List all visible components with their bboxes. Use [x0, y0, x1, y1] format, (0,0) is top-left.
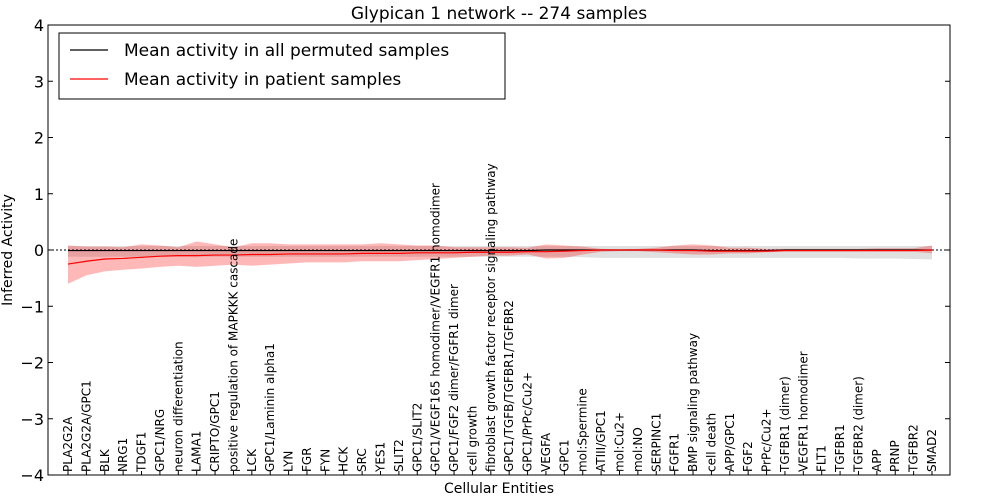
x-tick-label: cell death [704, 413, 718, 472]
x-tick-label: TGFBR2 (dimer) [851, 376, 865, 473]
x-tick-label: GPC1/VEGF165 homodimer/VEGFR1 homodimer [429, 183, 443, 472]
x-tick-label: GPC1/PrPc/Cu2+ [521, 372, 535, 472]
y-axis-label: Inferred Activity [0, 194, 16, 306]
x-tick-labels: PLA2G2A PLA2G2A/GPC1 BLK NRG1 TDGF1 GPC1/NRG n… [61, 163, 939, 475]
x-tick-label: mol:Spermine [576, 388, 590, 472]
x-tick-label: APP [870, 449, 884, 472]
x-tick-label: mol:Cu2+ [612, 412, 626, 472]
x-tick-label: PLA2G2A/GPC1 [79, 380, 93, 472]
x-tick-label: cell growth [465, 406, 479, 472]
series-lines [67, 249, 933, 265]
x-tick-label: GPC1/NRG [153, 409, 167, 472]
x-tick-label: neuron differentiation [171, 341, 185, 472]
y-tick-label: −1 [20, 297, 44, 316]
x-tick-label: NRG1 [116, 438, 130, 472]
x-tick-label: BLK [98, 448, 112, 472]
y-tick-label: 0 [34, 241, 44, 260]
x-tick-label: SERPINC1 [649, 413, 663, 472]
chart-title: Glypican 1 network -- 274 samples [351, 4, 647, 24]
x-tick-label: FYN [318, 449, 332, 472]
band-series-1 [68, 241, 932, 284]
x-axis-label: Cellular Entities [444, 481, 554, 497]
x-tick-label: fibroblast growth factor receptor signal… [484, 163, 498, 472]
x-tick-label: PrPc/Cu2+ [760, 408, 774, 472]
x-tick-label: SMAD2 [925, 429, 939, 472]
x-tick-label: PLA2G2A [61, 416, 75, 472]
x-tick-label: VEGFA [539, 432, 553, 472]
y-tick-label: 3 [34, 72, 44, 91]
y-tick-label: −2 [20, 354, 44, 373]
legend-label-patient: Mean activity in patient samples [124, 70, 401, 90]
x-tick-label: FGFR1 [668, 433, 682, 472]
x-tick-label: TGFBR2 [907, 424, 921, 473]
x-tick-label: GPC1/Laminin alpha1 [263, 343, 277, 472]
x-tick-label: FGF2 [741, 441, 755, 472]
x-tick-label: TGFBR1 [833, 424, 847, 473]
x-tick-label: mol:NO [631, 427, 645, 472]
x-tick-label: LYN [282, 451, 296, 472]
x-tick-label: HCK [337, 446, 351, 472]
legend-box [58, 32, 506, 100]
y-tick-label: −3 [20, 410, 44, 429]
x-tick-label: SRC [355, 448, 369, 472]
x-tick-label: FGR [300, 447, 314, 472]
x-tick-label: PRNP [888, 440, 902, 472]
x-tick-label: FLT1 [815, 445, 829, 472]
x-tick-label: positive regulation of MAPKKK cascade [226, 239, 240, 472]
confidence-bands [68, 241, 932, 284]
y-tick-label: 1 [34, 185, 44, 204]
x-tick-label: SLIT2 [392, 439, 406, 472]
x-tick-label: YES1 [374, 442, 388, 473]
plot-frame [47, 24, 951, 476]
y-ticks: 4 3 2 1 0 −1 −2 −3 −4 [20, 16, 950, 485]
x-tick-label: APP/GPC1 [723, 413, 737, 472]
x-tick-label: CRIPTO/GPC1 [208, 391, 222, 472]
legend: Mean activity in all permuted samples Me… [58, 32, 506, 100]
line-series-1 [67, 249, 933, 265]
y-tick-label: −4 [20, 466, 44, 485]
x-tick-label: TGFBR1 (dimer) [778, 376, 792, 473]
x-tick-label: LCK [245, 448, 259, 472]
y-tick-label: 4 [34, 16, 44, 35]
x-tick-label: GPC1 [557, 439, 571, 472]
x-tick-label: GPC1/TGFB/TGFBR1/TGFBR2 [502, 300, 516, 472]
x-tick-label: LAMA1 [190, 431, 204, 472]
x-tick-label: GPC1/SLIT2 [410, 403, 424, 472]
legend-label-permuted: Mean activity in all permuted samples [124, 41, 449, 61]
x-tick-label: GPC1/FGF2 dimer/FGFR1 dimer [447, 284, 461, 472]
y-tick-label: 2 [34, 129, 44, 148]
x-tick-label: VEGFR1 homodimer [796, 351, 810, 472]
x-tick-label: TDGF1 [135, 432, 149, 473]
x-tick-label: BMP signaling pathway [686, 333, 700, 472]
x-tick-label: ATIII/GPC1 [594, 410, 608, 472]
